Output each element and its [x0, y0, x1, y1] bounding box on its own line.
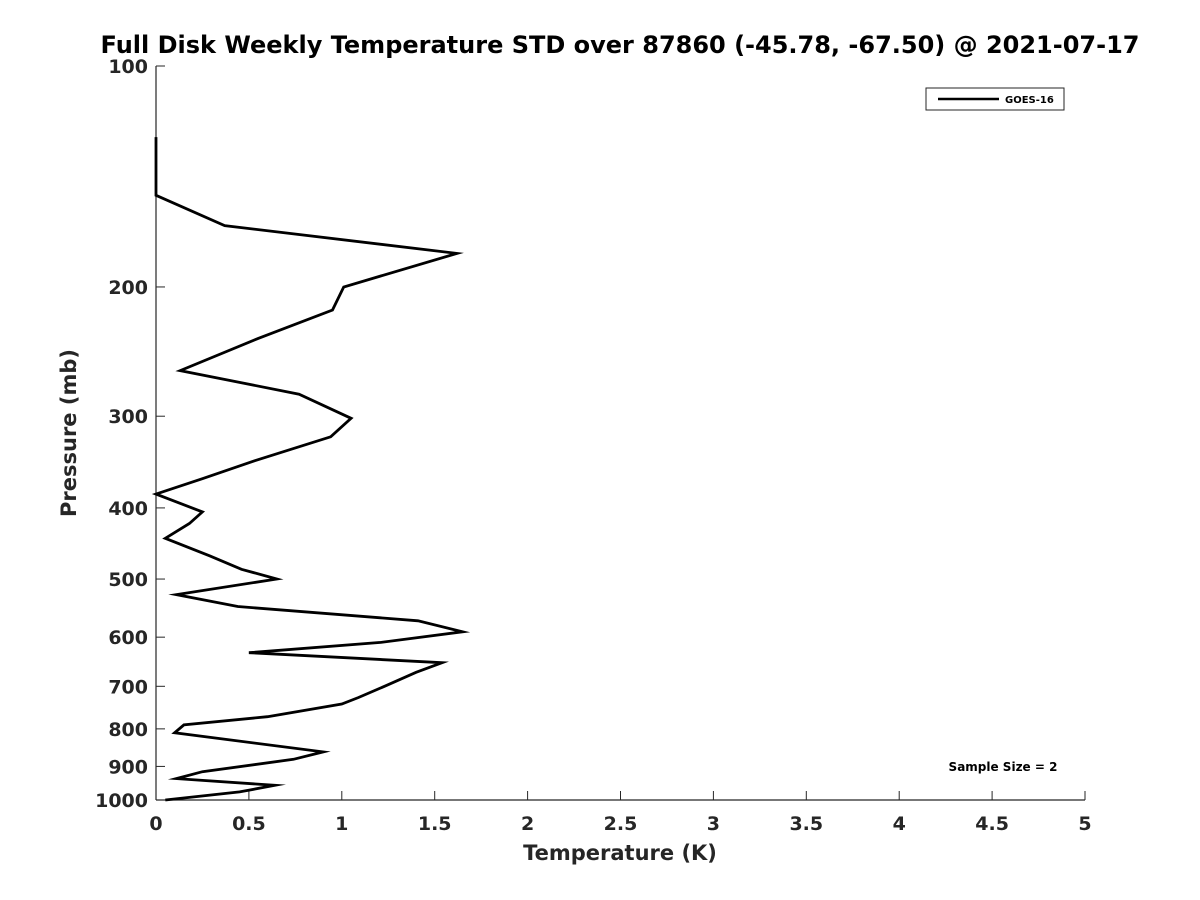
plot-axes [155, 66, 1085, 801]
x-tick-label: 4 [893, 813, 906, 835]
x-tick-label: 0 [149, 813, 162, 835]
y-tick-label: 100 [108, 56, 148, 78]
sample-size-annotation: Sample Size = 2 [949, 760, 1058, 774]
x-axis-ticks: 0 0.5 1 1.5 2 2.5 3 3.5 4 4.5 5 [149, 791, 1092, 835]
y-tick-label: 200 [108, 277, 148, 299]
legend: GOES-16 [925, 87, 1065, 111]
series-layer [151, 137, 471, 802]
legend-label-goes-16: GOES-16 [1005, 95, 1054, 106]
series-line-goes-16 [151, 137, 471, 802]
y-tick-label: 600 [108, 627, 148, 649]
y-tick-label: 300 [108, 406, 148, 428]
x-axis-label: Temperature (K) [523, 841, 717, 865]
y-tick-label: 900 [108, 756, 148, 778]
x-tick-label: 1.5 [418, 813, 452, 835]
x-tick-label: 3 [707, 813, 720, 835]
y-tick-label: 800 [108, 719, 148, 741]
x-tick-label: 4.5 [975, 813, 1009, 835]
y-tick-label: 1000 [95, 790, 148, 812]
y-axis-label: Pressure (mb) [57, 349, 81, 517]
y-axis-ticks: 100 200 300 400 500 600 700 800 900 1000 [95, 56, 165, 812]
x-tick-label: 2 [521, 813, 534, 835]
y-tick-label: 500 [108, 569, 148, 591]
chart-title: Full Disk Weekly Temperature STD over 87… [101, 31, 1140, 59]
x-tick-label: 1 [335, 813, 348, 835]
y-tick-label: 400 [108, 498, 148, 520]
x-tick-label: 0.5 [232, 813, 266, 835]
x-tick-label: 5 [1078, 813, 1091, 835]
x-tick-label: 3.5 [789, 813, 823, 835]
y-tick-label: 700 [108, 676, 148, 698]
x-tick-label: 2.5 [604, 813, 638, 835]
